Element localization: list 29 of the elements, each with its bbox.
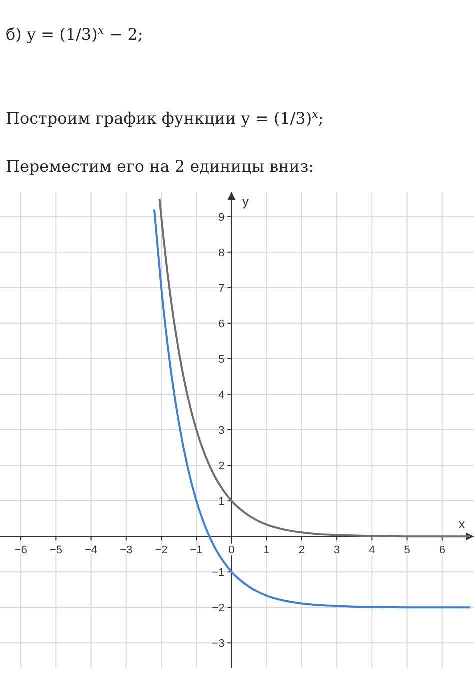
x-tick-label: −6 (14, 544, 28, 557)
y-axis-title: y (242, 194, 250, 209)
chart-subtitle: Построим график функции y = (1/3)$^{x}$; (6, 108, 324, 128)
text: Переместим его на 2 единицы вниз: (6, 157, 314, 176)
x-axis-title: x (458, 516, 466, 532)
y-tick-label: −2 (212, 602, 225, 615)
y-tick-label: 2 (218, 460, 225, 473)
y-tick-label: 3 (218, 425, 225, 437)
x-tick-label: 5 (404, 544, 410, 557)
y-tick-label: 1 (218, 496, 225, 508)
y-tick-label: −1 (212, 567, 225, 580)
y-tick-label: −3 (212, 638, 225, 650)
x-tick-label: 3 (334, 544, 340, 557)
x-tick-label: 2 (298, 544, 306, 557)
chart-title: б) y = (1/3)$^{x}$ − 2; (6, 24, 144, 44)
y-tick-label: 8 (218, 247, 225, 260)
x-tick-label: 1 (264, 544, 270, 557)
x-tick-label: −5 (50, 544, 62, 557)
x-tick-label: −4 (85, 544, 98, 557)
x-tick-label: −2 (155, 544, 168, 557)
y-tick-label: 9 (218, 212, 225, 224)
y-tick-label: 7 (218, 282, 225, 295)
y-tick-label: 6 (218, 318, 225, 330)
x-tick-label: −3 (120, 544, 133, 557)
x-tick-label: 4 (369, 544, 376, 557)
y-tick-label: 4 (218, 389, 225, 402)
x-tick-label: 6 (439, 544, 446, 557)
x-tick-label: −1 (190, 544, 203, 557)
y-tick-label: 5 (218, 354, 225, 366)
